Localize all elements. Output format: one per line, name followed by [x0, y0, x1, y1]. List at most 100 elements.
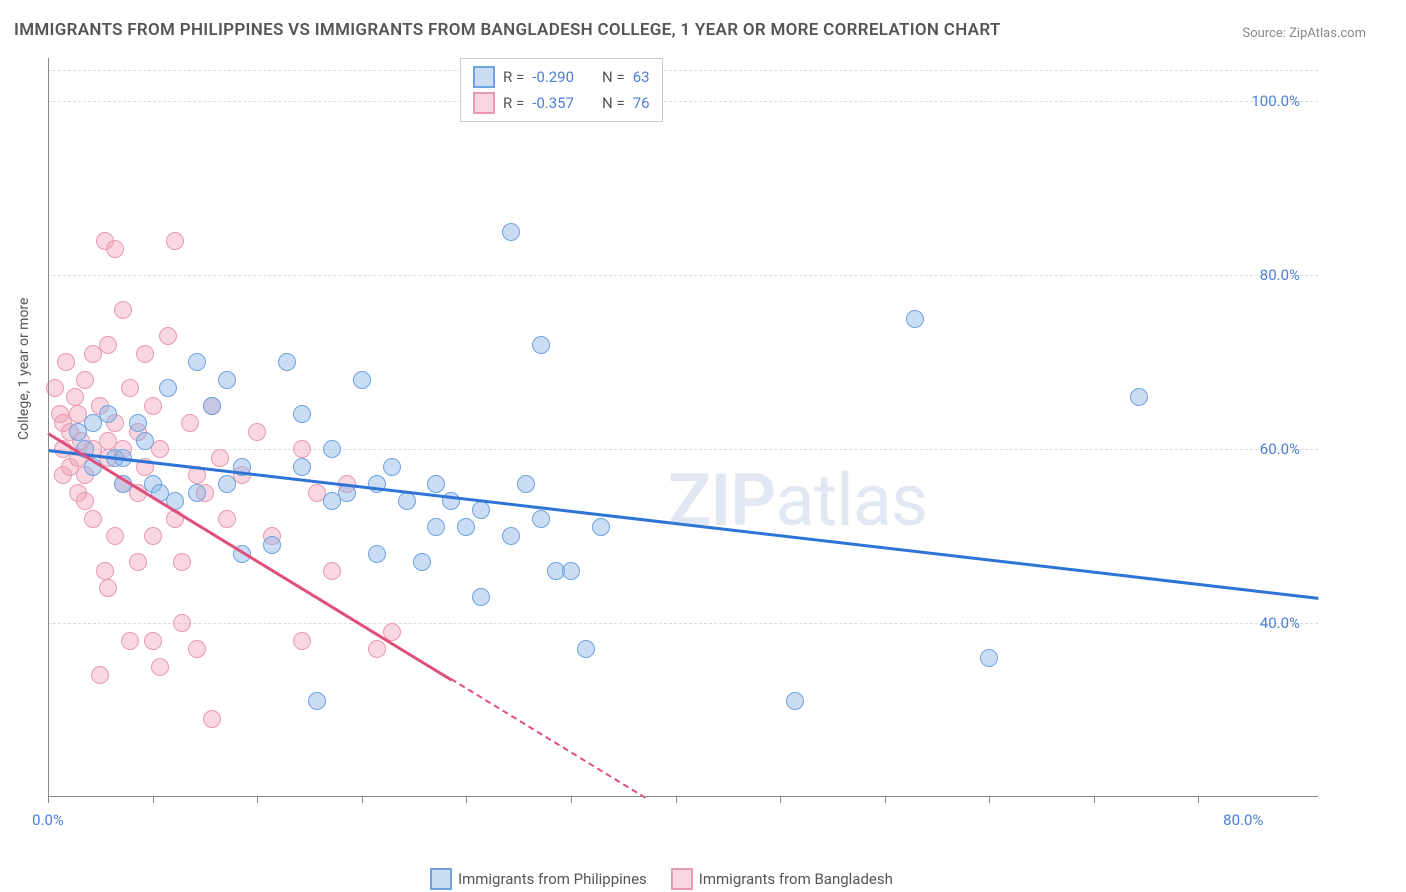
data-point	[427, 518, 445, 536]
series-legend-label: Immigrants from Philippines	[458, 870, 647, 888]
data-point	[76, 492, 94, 510]
data-point	[144, 632, 162, 650]
data-point	[323, 440, 341, 458]
y-axis-line	[48, 58, 49, 797]
x-tickmark	[885, 797, 886, 803]
data-point	[96, 562, 114, 580]
data-point	[188, 353, 206, 371]
trend-line	[451, 678, 646, 798]
stats-legend-row: R = -0.290 N = 63	[473, 64, 650, 90]
data-point	[1130, 388, 1148, 406]
legend-swatch	[430, 868, 452, 890]
n-label: N =	[602, 94, 625, 112]
stats-legend: R = -0.290 N = 63 R = -0.357 N = 76	[460, 58, 663, 122]
data-point	[57, 353, 75, 371]
data-point	[413, 553, 431, 571]
x-tick-label: 0.0%	[32, 811, 64, 829]
series-legend-item: Immigrants from Philippines	[430, 868, 647, 890]
data-point	[293, 440, 311, 458]
data-point	[46, 379, 64, 397]
data-point	[293, 632, 311, 650]
chart-container: IMMIGRANTS FROM PHILIPPINES VS IMMIGRANT…	[0, 0, 1406, 892]
gridline	[48, 101, 1318, 102]
series-legend-label: Immigrants from Bangladesh	[699, 870, 893, 888]
data-point	[502, 527, 520, 545]
data-point	[129, 553, 147, 571]
data-point	[786, 692, 804, 710]
data-point	[502, 223, 520, 241]
x-tickmark	[48, 797, 49, 803]
data-point	[293, 405, 311, 423]
n-value: 63	[633, 68, 650, 86]
gridline	[48, 623, 1318, 624]
trend-line	[48, 449, 1318, 600]
legend-swatch	[473, 66, 495, 88]
data-point	[159, 327, 177, 345]
data-point	[166, 232, 184, 250]
data-point	[188, 484, 206, 502]
plot-area: 40.0%60.0%80.0%100.0%0.0%80.0% ZIPatlas	[48, 58, 1318, 833]
data-point	[91, 666, 109, 684]
n-label: N =	[602, 68, 625, 86]
r-label: R =	[503, 68, 524, 86]
n-value: 76	[633, 94, 650, 112]
chart-title: IMMIGRANTS FROM PHILIPPINES VS IMMIGRANT…	[14, 20, 1001, 40]
data-point	[84, 510, 102, 528]
data-point	[218, 475, 236, 493]
data-point	[144, 527, 162, 545]
gridline	[48, 275, 1318, 276]
data-point	[532, 510, 550, 528]
data-point	[592, 518, 610, 536]
x-tickmark	[153, 797, 154, 803]
data-point	[136, 345, 154, 363]
data-point	[129, 414, 147, 432]
data-point	[263, 536, 281, 554]
data-point	[173, 553, 191, 571]
data-point	[188, 640, 206, 658]
series-legend: Immigrants from Philippines Immigrants fr…	[430, 868, 893, 890]
data-point	[278, 353, 296, 371]
x-tickmark	[362, 797, 363, 803]
y-tick-label: 40.0%	[1260, 614, 1300, 632]
x-tickmark	[1198, 797, 1199, 803]
r-value: -0.357	[532, 94, 574, 112]
data-point	[106, 527, 124, 545]
data-point	[76, 371, 94, 389]
data-point	[99, 579, 117, 597]
y-tick-label: 60.0%	[1260, 440, 1300, 458]
data-point	[577, 640, 595, 658]
data-point	[106, 240, 124, 258]
data-point	[203, 710, 221, 728]
y-axis-label: College, 1 year or more	[16, 298, 32, 440]
data-point	[114, 301, 132, 319]
x-tickmark	[780, 797, 781, 803]
data-point	[308, 692, 326, 710]
data-point	[211, 449, 229, 467]
x-tickmark	[989, 797, 990, 803]
gridline	[48, 449, 1318, 450]
x-tickmark	[676, 797, 677, 803]
data-point	[472, 588, 490, 606]
x-tickmark	[466, 797, 467, 803]
data-point	[151, 658, 169, 676]
data-point	[980, 649, 998, 667]
gridline	[48, 70, 1318, 71]
data-point	[136, 432, 154, 450]
data-point	[472, 501, 490, 519]
data-point	[383, 458, 401, 476]
data-point	[121, 632, 139, 650]
x-tickmark	[257, 797, 258, 803]
r-label: R =	[503, 94, 524, 112]
legend-swatch	[473, 92, 495, 114]
x-tickmark	[1094, 797, 1095, 803]
data-point	[144, 397, 162, 415]
data-point	[218, 371, 236, 389]
y-tick-label: 80.0%	[1260, 266, 1300, 284]
r-value: -0.290	[532, 68, 574, 86]
data-point	[248, 423, 266, 441]
data-point	[323, 562, 341, 580]
data-point	[173, 614, 191, 632]
data-point	[368, 545, 386, 563]
y-tick-label: 100.0%	[1251, 92, 1300, 110]
data-point	[457, 518, 475, 536]
